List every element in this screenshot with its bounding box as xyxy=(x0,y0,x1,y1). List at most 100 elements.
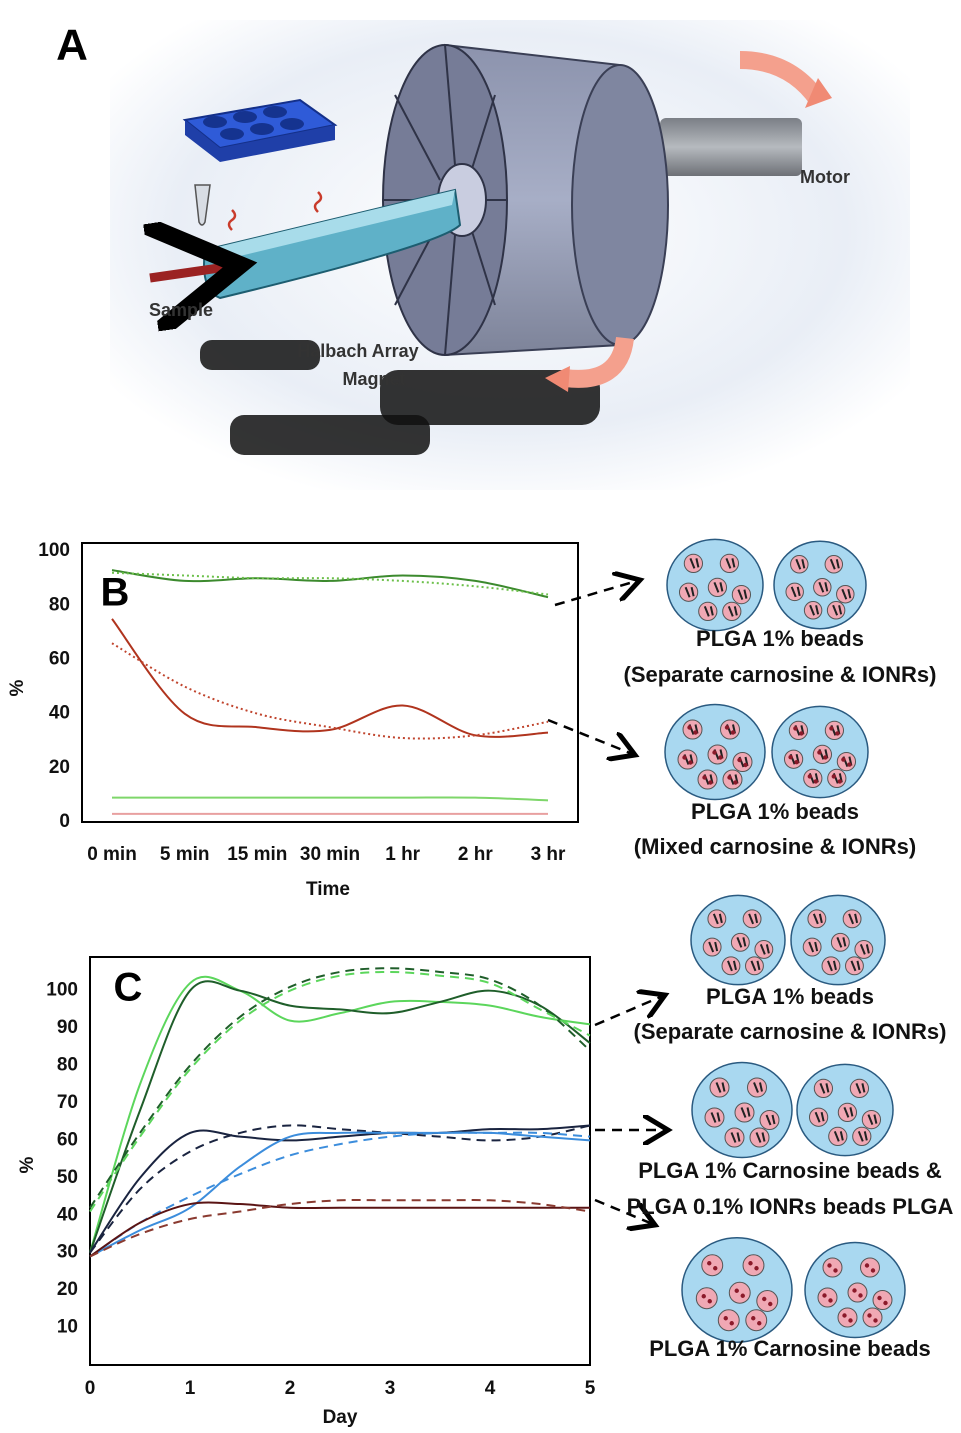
dot xyxy=(687,725,692,730)
sample-label: Sample xyxy=(149,300,213,320)
nanorod xyxy=(727,960,737,972)
nanorod xyxy=(750,960,761,972)
nanorod xyxy=(736,936,747,948)
particle xyxy=(862,1307,883,1328)
magnet-segments xyxy=(383,44,507,356)
y-tick-label: 90 xyxy=(57,1017,78,1038)
particle xyxy=(817,1287,838,1308)
shadow xyxy=(380,370,600,425)
dot xyxy=(837,779,842,784)
nanorod xyxy=(867,1114,878,1125)
dot xyxy=(702,775,707,780)
magnet-back xyxy=(571,64,669,346)
schematic-caption: (Separate carnosine & IONRs) xyxy=(624,662,937,687)
dot xyxy=(701,1294,706,1299)
dot xyxy=(873,1318,878,1323)
nanorod xyxy=(819,1083,830,1094)
dot xyxy=(724,725,730,730)
nanorod xyxy=(827,960,837,972)
dot xyxy=(842,1313,847,1318)
particle xyxy=(822,1257,843,1278)
plot-frame xyxy=(89,956,591,1366)
transfer-marks xyxy=(227,191,323,231)
dot xyxy=(867,1313,872,1318)
dot xyxy=(813,779,818,784)
panel-label: A xyxy=(56,21,88,70)
nanorod xyxy=(814,1111,825,1123)
nanorod xyxy=(808,941,819,953)
dot xyxy=(852,1288,857,1293)
nanorod xyxy=(740,1107,751,1118)
dot xyxy=(718,755,723,760)
nanorod xyxy=(725,558,736,569)
y-axis-label: % xyxy=(7,679,28,696)
dot xyxy=(858,1293,863,1298)
dot xyxy=(823,755,828,760)
dot xyxy=(841,757,846,762)
magnet-label: Halbach Array xyxy=(297,341,418,361)
schematic-caption: PLGA 1% Carnosine beads & xyxy=(638,1158,942,1183)
series-line xyxy=(89,1199,591,1258)
dot xyxy=(768,1301,773,1307)
nanorod xyxy=(765,1114,776,1126)
x-tick-label: 30 min xyxy=(300,844,360,865)
y-tick-label: 50 xyxy=(57,1167,78,1188)
schematic-caption: PLGA 1% beads xyxy=(691,799,859,824)
magnet-label: Magnet xyxy=(343,369,406,389)
particle xyxy=(695,1287,718,1310)
dot xyxy=(835,731,840,736)
series-line xyxy=(89,1124,591,1254)
x-tick-label: 0 min xyxy=(87,844,137,865)
nanorod xyxy=(753,1082,763,1093)
series-line xyxy=(89,967,591,1209)
nanorod xyxy=(684,586,695,598)
nanorod xyxy=(712,913,723,925)
nanorod xyxy=(809,604,820,616)
nanorod xyxy=(850,960,861,972)
dot xyxy=(707,1299,712,1304)
y-tick-label: 80 xyxy=(49,594,70,615)
particle xyxy=(837,1307,858,1328)
dot xyxy=(864,1263,870,1268)
dot xyxy=(727,775,732,780)
y-tick-label: 40 xyxy=(57,1204,78,1225)
y-tick-label: 20 xyxy=(49,757,70,778)
nanorod xyxy=(818,581,829,593)
nanorod xyxy=(790,586,801,598)
dot xyxy=(848,1318,853,1323)
dot xyxy=(793,726,798,731)
dot xyxy=(877,1295,882,1301)
dot xyxy=(688,760,693,765)
particle xyxy=(728,1281,751,1304)
rotation-arrowhead xyxy=(805,78,832,108)
y-axis-label: % xyxy=(17,1156,38,1173)
schematic-caption: PLGA 1% Carnosine beads xyxy=(649,1336,931,1361)
y-tick-label: 30 xyxy=(57,1242,78,1263)
x-tick-label: 5 min xyxy=(160,844,210,865)
series-line xyxy=(89,1131,591,1258)
x-tick-label: 15 min xyxy=(227,844,287,865)
series-line xyxy=(111,569,549,599)
particle xyxy=(701,1254,724,1277)
nanorod xyxy=(759,944,770,955)
nanorod xyxy=(708,941,719,953)
panel-a: A Motor Sample Halbach Array Magnet xyxy=(56,20,910,490)
schematic-caption: (Mixed carnosine & IONRs) xyxy=(634,834,916,859)
well-plate-side xyxy=(185,120,335,162)
connector-arrows xyxy=(547,580,668,1225)
x-tick-label: 2 hr xyxy=(458,844,493,865)
dot xyxy=(794,760,799,765)
rotation-arrow xyxy=(563,336,634,388)
dot xyxy=(737,757,742,763)
particle xyxy=(860,1257,880,1278)
nanorod xyxy=(859,944,870,955)
y-tick-label: 0 xyxy=(59,811,70,832)
dot xyxy=(713,1266,718,1271)
dot xyxy=(817,750,822,755)
x-tick-label: 1 xyxy=(185,1378,196,1399)
nanorod xyxy=(703,606,714,617)
dot xyxy=(870,1268,876,1273)
dot xyxy=(788,755,793,760)
nanorod xyxy=(737,589,748,600)
